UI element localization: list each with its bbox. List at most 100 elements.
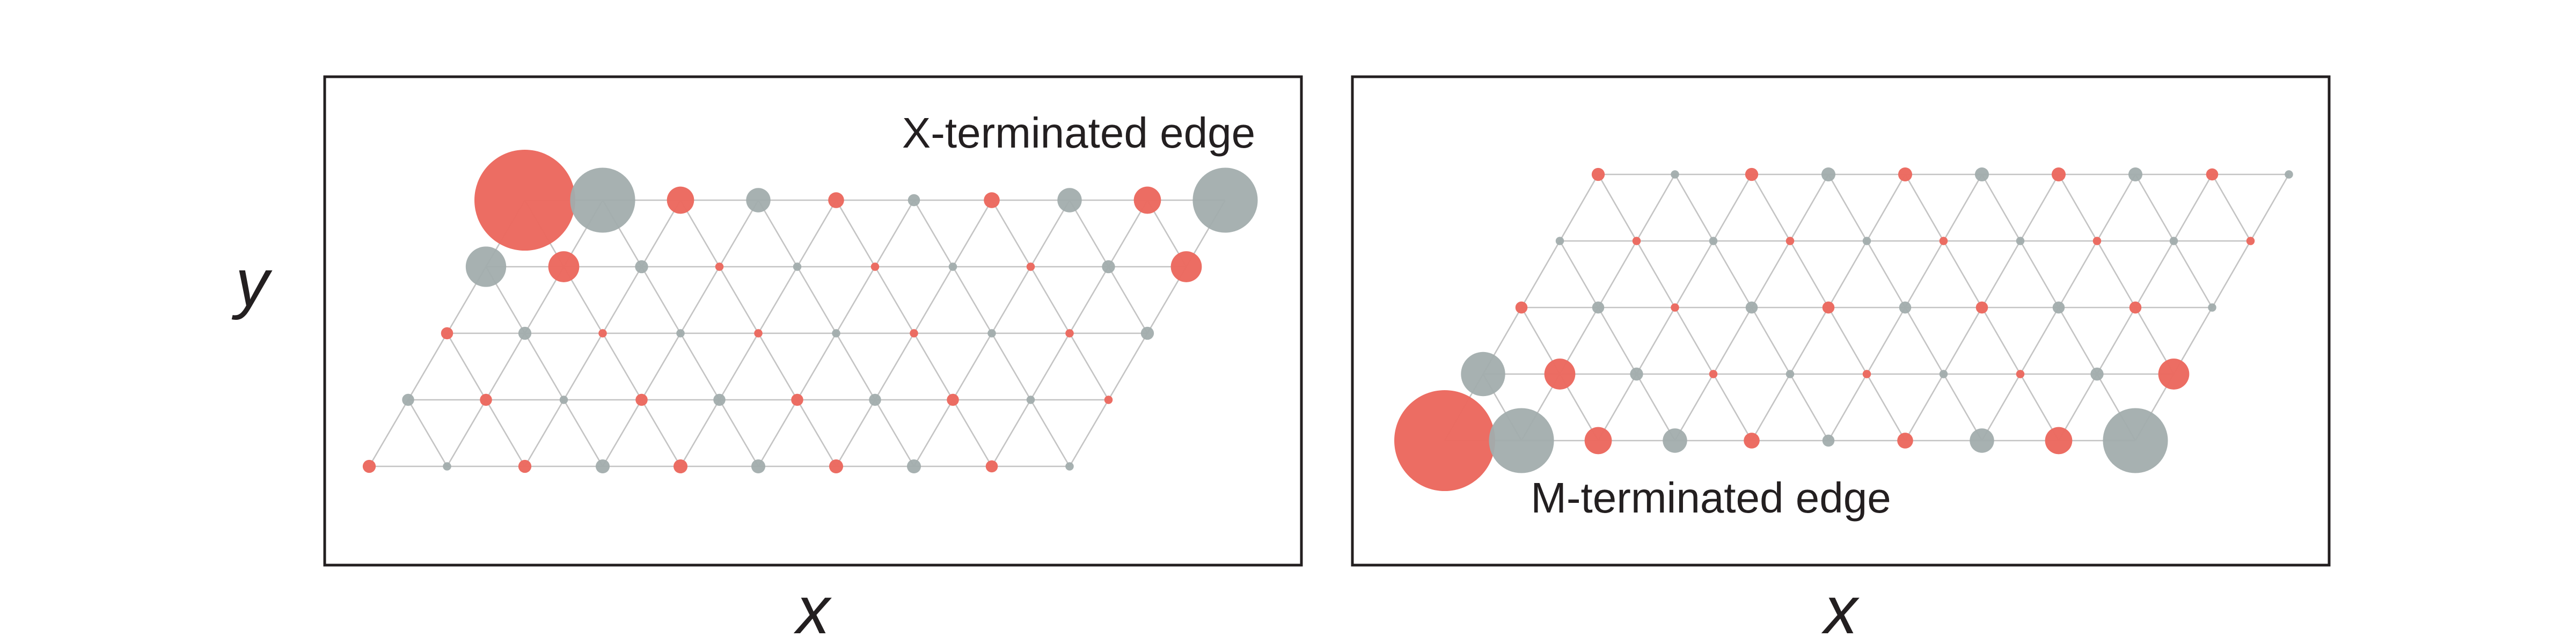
- metal-site: [2158, 358, 2190, 390]
- metal-site: [635, 393, 648, 406]
- metal-site: [1822, 301, 1835, 314]
- lattice-bond: [796, 399, 837, 467]
- lattice-bond: [679, 266, 720, 334]
- lattice-bond: [1866, 240, 1906, 308]
- lattice-bond: [913, 399, 954, 467]
- lattice-bond: [2058, 240, 2098, 308]
- metal-site: [548, 251, 580, 282]
- chalcogen-site: [1630, 367, 1643, 381]
- chalcogen-site: [2169, 237, 2178, 245]
- lattice-bond: [1751, 240, 1791, 308]
- lattice-bond: [641, 399, 682, 467]
- lattice-bond: [757, 399, 798, 467]
- chalcogen-site: [1065, 462, 1074, 471]
- lattice-bond: [1789, 240, 1829, 308]
- metal-site: [1104, 396, 1113, 404]
- metal-site: [1065, 329, 1074, 338]
- lattice-bond: [524, 333, 565, 400]
- metal-site: [870, 262, 880, 271]
- metal-site: [2246, 237, 2255, 245]
- lattice-bond: [835, 200, 876, 267]
- lattice-bond: [991, 200, 1031, 267]
- lattice-bond: [1030, 399, 1071, 467]
- lattice-bond: [719, 266, 759, 334]
- lattice-bond: [874, 266, 915, 334]
- metal-site: [480, 393, 492, 406]
- lattice-bond: [1904, 240, 1944, 308]
- metal-site: [2045, 427, 2073, 455]
- metal-site: [1671, 303, 1679, 312]
- lattice-bond: [1827, 174, 1868, 241]
- lattice-bond: [524, 399, 565, 467]
- metal-site: [2129, 301, 2142, 314]
- chalcogen-site: [793, 262, 802, 271]
- lattice-bond: [1827, 240, 1868, 308]
- lattice-bond: [407, 399, 448, 467]
- chalcogen-site: [1974, 167, 1989, 182]
- lattice-bond: [952, 399, 993, 467]
- lattice-bond: [2134, 240, 2175, 308]
- lattice-bond: [719, 399, 759, 467]
- lattice-bond: [2211, 240, 2251, 308]
- lattice-bond: [563, 399, 604, 467]
- x-terminated-edge-label: X-terminated edge: [902, 109, 1255, 157]
- lattice-bond: [2058, 174, 2098, 241]
- lattice-bond: [2019, 307, 2060, 375]
- x-axis-label-left: x: [794, 573, 832, 644]
- metal-site: [1709, 370, 1718, 378]
- chalcogen-site: [1140, 326, 1154, 340]
- lattice-bond: [796, 266, 837, 334]
- lattice-bond: [1827, 307, 1868, 375]
- lattice-bond: [1981, 174, 2021, 241]
- lattice-bond: [563, 333, 604, 400]
- chalcogen-site: [1745, 301, 1758, 314]
- metal-site: [362, 459, 376, 473]
- lattice-bond: [446, 333, 487, 400]
- y-axis-label: y: [231, 246, 273, 320]
- lattice-bond: [1069, 200, 1109, 267]
- lattice-bond: [1597, 240, 1637, 308]
- lattice-bond: [991, 399, 1031, 467]
- metal-site: [828, 192, 844, 208]
- lattice-bond: [1520, 240, 1561, 308]
- chalcogen-site: [869, 393, 881, 406]
- chalcogen-site: [465, 246, 507, 287]
- chalcogen-site: [2052, 301, 2065, 314]
- lattice-bond: [1981, 307, 2021, 375]
- chalcogen-site: [1709, 237, 1718, 245]
- lattice-bond: [1069, 399, 1109, 467]
- lattice-bond: [1751, 374, 1791, 441]
- metal-site: [829, 459, 844, 474]
- metal-site: [1544, 358, 1576, 390]
- lattice-bond: [2173, 174, 2213, 241]
- chalcogen-site: [1489, 408, 1554, 473]
- panel-frame-x-terminated: [323, 75, 1303, 567]
- lattice-bond: [757, 266, 798, 334]
- lattice-bond: [2096, 174, 2136, 241]
- lattice-bond: [602, 333, 642, 400]
- lattice-bond: [952, 200, 993, 267]
- lattice-bond: [796, 333, 837, 400]
- lattice-bond: [1713, 240, 1753, 308]
- chalcogen-site: [908, 194, 920, 207]
- chalcogen-site: [1822, 434, 1835, 447]
- metal-site: [1975, 301, 1988, 314]
- lattice-bond: [1597, 307, 1637, 375]
- lattice-bond: [2058, 307, 2098, 375]
- metal-site: [474, 150, 575, 251]
- lattice-bond: [1866, 307, 1906, 375]
- lattice-bond: [1751, 174, 1791, 241]
- lattice-bond: [679, 399, 720, 467]
- chalcogen-site: [570, 167, 635, 233]
- metal-site: [2206, 168, 2219, 181]
- lattice-bond: [2096, 307, 2136, 375]
- lattice-bond: [1636, 307, 1676, 375]
- metal-site: [667, 186, 694, 214]
- chalcogen-site: [1555, 237, 1564, 245]
- metal-site: [947, 393, 959, 406]
- lattice-bond: [757, 333, 798, 400]
- lattice-bond: [2211, 174, 2251, 241]
- panel-m-terminated: M-terminated edge: [1351, 75, 2331, 567]
- lattice-bond: [1636, 240, 1676, 308]
- chalcogen-site: [2128, 167, 2143, 182]
